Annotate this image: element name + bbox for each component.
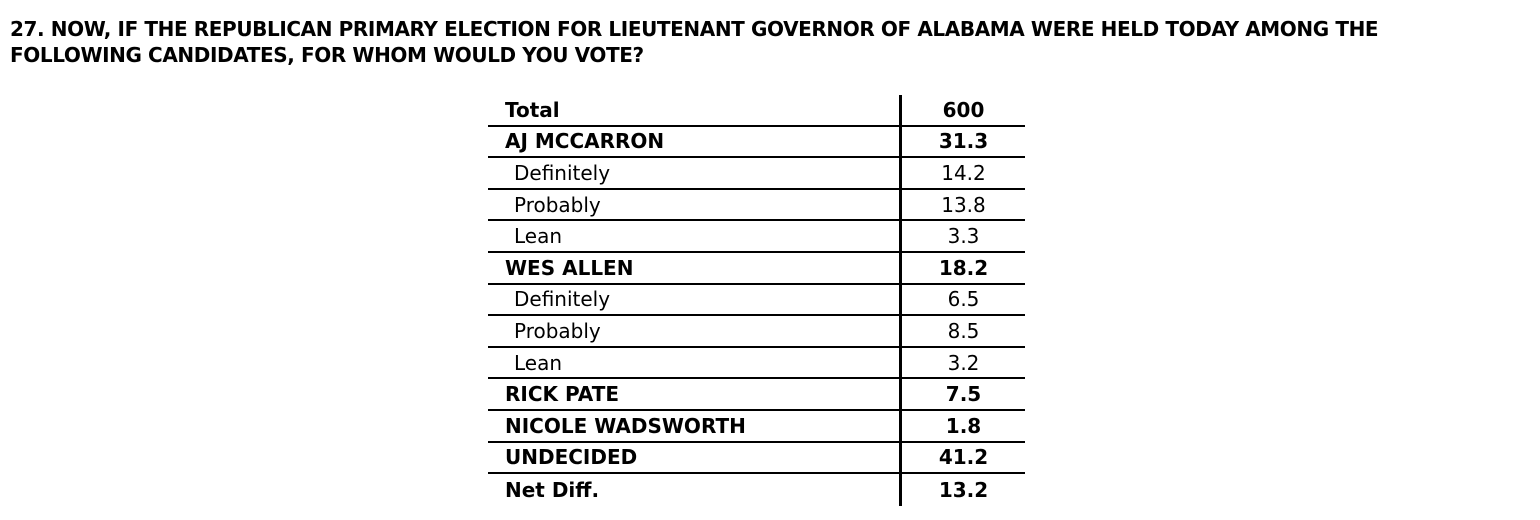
row-label: Lean <box>514 350 563 375</box>
table-row: WES ALLEN 18.2 <box>488 252 1025 285</box>
question-title-line-2: FOLLOWING CANDIDATES, FOR WHOM WOULD YOU… <box>10 43 644 67</box>
row-value: 8.5 <box>899 316 1025 346</box>
table-row: Total 600 <box>488 95 1025 127</box>
row-value: 7.5 <box>899 379 1025 409</box>
table-row: Definitely 6.5 <box>488 284 1025 317</box>
poll-results-table: Total 600 AJ MCCARRON 31.3 Definitely 14.2 Pro… <box>488 95 1025 506</box>
row-value: 41.2 <box>899 442 1025 473</box>
table-row: Net Diff. 13.2 <box>488 474 1025 506</box>
table-row: AJ MCCARRON 31.3 <box>488 126 1025 159</box>
row-value: 13.8 <box>899 189 1025 220</box>
row-label: Probably <box>514 318 601 343</box>
row-value: 18.2 <box>899 252 1025 283</box>
row-label: Net Diff. <box>505 477 600 502</box>
table-row: Definitely 14.2 <box>488 158 1025 190</box>
table-row: Probably 13.8 <box>488 189 1025 222</box>
row-label: Definitely <box>514 160 611 185</box>
table-row: Lean 3.2 <box>488 347 1025 380</box>
row-label: Total <box>505 97 560 122</box>
table-row: Lean 3.3 <box>488 221 1025 253</box>
row-label: RICK PATE <box>505 382 620 407</box>
row-value: 3.2 <box>899 347 1025 378</box>
question-title-line-1: 27. NOW, IF THE REPUBLICAN PRIMARY ELECT… <box>10 17 1379 41</box>
row-value: 6.5 <box>899 284 1025 315</box>
table-row: RICK PATE 7.5 <box>488 379 1025 411</box>
row-label: Lean <box>514 224 563 249</box>
row-label: Probably <box>514 192 601 217</box>
row-value: 600 <box>899 95 1025 125</box>
table-row: Probably 8.5 <box>488 316 1025 348</box>
row-value: 13.2 <box>899 474 1025 506</box>
row-value: 31.3 <box>899 126 1025 157</box>
row-label: WES ALLEN <box>505 255 634 280</box>
row-label: AJ MCCARRON <box>505 129 665 154</box>
row-label: Definitely <box>514 287 611 312</box>
question-title: 27. NOW, IF THE REPUBLICAN PRIMARY ELECT… <box>10 16 1379 68</box>
row-value: 1.8 <box>899 410 1025 441</box>
table-row: UNDECIDED 41.2 <box>488 442 1025 475</box>
row-value: 3.3 <box>899 221 1025 251</box>
row-value: 14.2 <box>899 158 1025 188</box>
row-label: UNDECIDED <box>505 445 638 470</box>
row-label: NICOLE WADSWORTH <box>505 413 746 438</box>
table-row: NICOLE WADSWORTH 1.8 <box>488 410 1025 443</box>
